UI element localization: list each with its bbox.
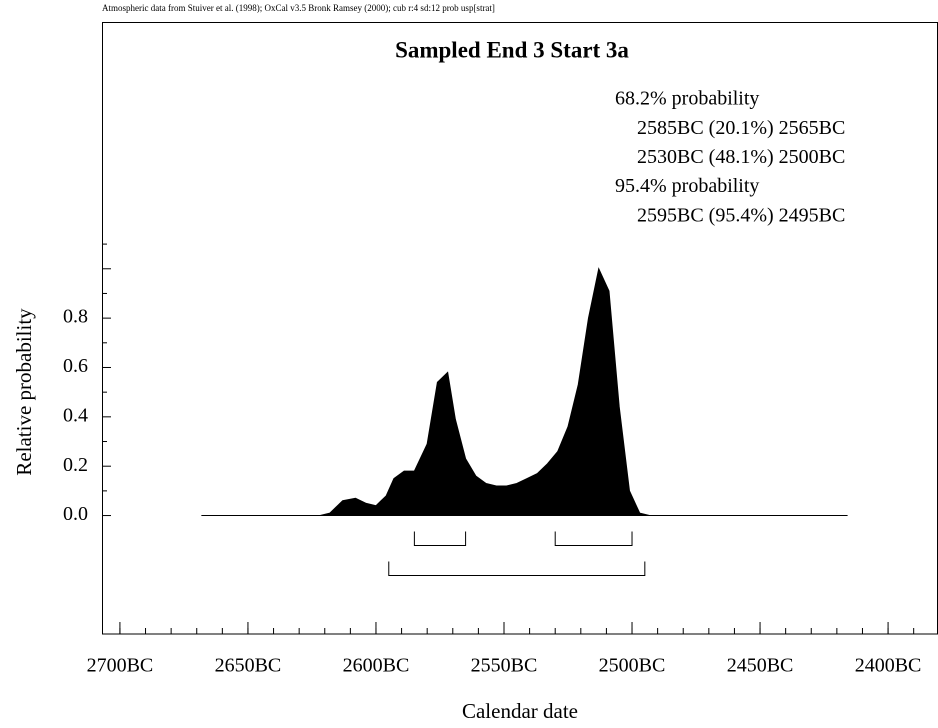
x-tick-label: 2400BC (855, 655, 922, 677)
y-axis-label: Relative probability (12, 308, 36, 476)
range-label: 2530BC (48.1%) 2500BC (637, 146, 845, 168)
chart-title: Sampled End 3 Start 3a (395, 37, 629, 62)
x-tick-label: 2500BC (599, 655, 666, 677)
probability-area (201, 267, 848, 517)
x-tick-label: 2700BC (87, 655, 154, 677)
y-tick-label: 0.0 (63, 503, 88, 525)
y-tick-label: 0.8 (63, 306, 88, 328)
range-label: 2595BC (95.4%) 2495BC (637, 204, 845, 226)
x-tick-label: 2650BC (215, 655, 282, 677)
range-bracket (413, 531, 467, 547)
plot-frame (102, 22, 938, 635)
range-bracket (554, 531, 633, 547)
x-tick-label: 2550BC (471, 655, 538, 677)
x-tick-label: 2450BC (727, 655, 794, 677)
range-bracket (388, 561, 646, 577)
range-group-label: 95.4% probability (615, 175, 759, 197)
y-tick-label: 0.2 (63, 454, 88, 476)
chart-note: Atmospheric data from Stuiver et al. (19… (102, 3, 495, 13)
range-label: 2585BC (20.1%) 2565BC (637, 117, 845, 139)
y-tick-label: 0.6 (63, 355, 88, 377)
x-axis-label: Calendar date (462, 699, 578, 723)
x-tick-label: 2600BC (343, 655, 410, 677)
y-tick-label: 0.4 (63, 404, 88, 426)
range-group-label: 68.2% probability (615, 88, 759, 110)
